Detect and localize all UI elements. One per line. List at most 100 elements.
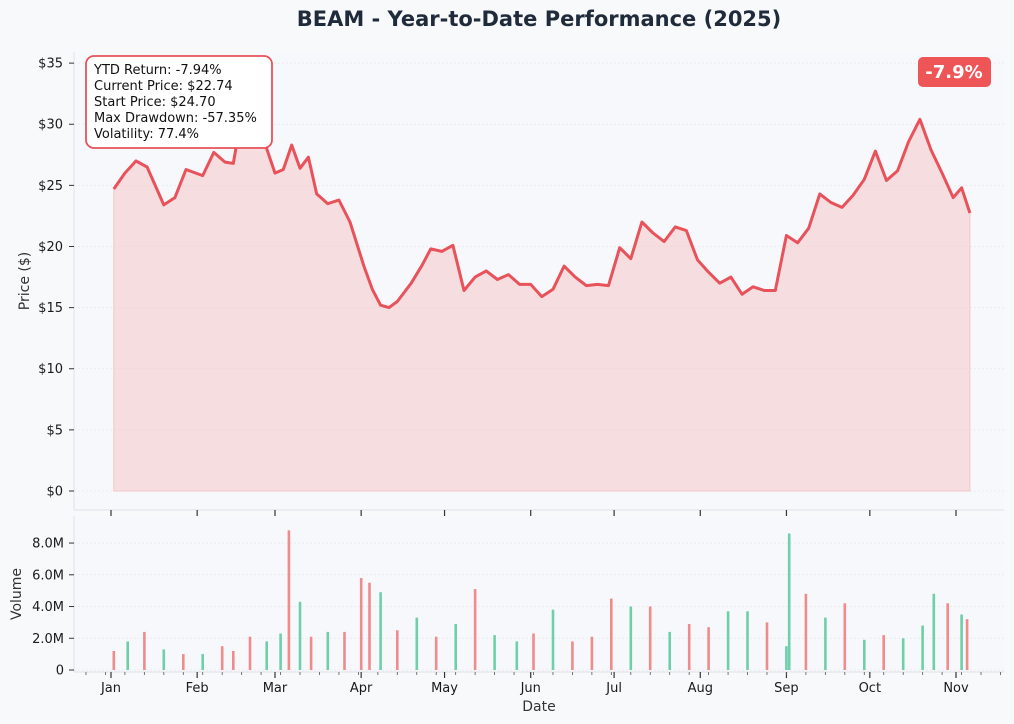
x-tick-label: Aug [688,681,713,696]
return-badge-text: -7.9% [925,62,982,83]
return-badge: -7.9% [918,57,991,87]
volume-bar [343,631,346,670]
price-y-tick-label: $15 [38,301,63,316]
volume-bar [532,633,535,670]
volume-bar [162,649,166,670]
volume-bar [765,622,769,670]
volume-bar [287,530,291,670]
x-tick-label: Jan [100,681,121,696]
volume-bar [265,641,268,670]
volume-bar [965,619,969,670]
volume-bar [143,631,146,670]
volume-bar [610,598,613,670]
x-tick-label: Mar [263,681,288,696]
volume-panel: 0 2.0M 4.0M 6.0M 8.0M Jan Feb Mar Apr May Jun Jul A… [9,510,1004,715]
volume-y-tick-label: 6.0M [32,568,64,583]
volume-bar [220,646,224,670]
x-axis-label: Date [522,699,555,715]
price-y-tick-label: $5 [46,423,63,438]
price-x-tick-marks [110,510,957,516]
volume-bar [901,638,905,670]
volume-bar [707,627,710,670]
volume-bar [434,636,438,670]
stats-volatility: Volatility: 77.4% [94,127,199,142]
price-panel: $0 $5 $10 $15 $20 $25 $30 $35 Price ($) YTD Ret… [17,52,1004,511]
volume-bar [359,578,363,670]
volume-bar [629,606,633,670]
volume-bar [368,582,371,670]
volume-y-tick-label: 2.0M [32,632,64,647]
volume-bar [590,636,594,670]
volume-y-tick-label: 8.0M [32,537,64,552]
stats-box-frame [85,55,273,149]
volume-bar [493,635,496,670]
volume-bar [396,630,399,670]
stats-max-drawdown: Max Drawdown: -57.35% [94,111,257,126]
x-tick-label: Jul [605,681,622,696]
volume-bar [232,651,235,670]
volume-bar [201,654,204,670]
price-y-tick-label: $10 [38,362,63,377]
volume-x-ticks: Jan Feb Mar Apr May Jun Jul Aug Sep Oct Nov [85,672,1001,696]
x-tick-label: May [431,681,458,696]
stats-ytd-return: YTD Return: -7.94% [93,63,222,78]
volume-bar [960,614,963,670]
x-tick-label: Nov [943,681,969,696]
volume-bar [182,654,185,670]
price-line [112,75,972,310]
volume-bar [932,593,936,670]
x-tick-label: Oct [859,681,881,696]
volume-grid [74,542,1004,671]
volume-bar [279,633,282,670]
volume-bar [126,641,129,670]
volume-bar [326,631,330,670]
volume-bar [668,631,671,670]
volume-bars [112,530,969,670]
volume-bar [726,611,730,670]
volume-bar [921,625,924,670]
stats-current-price: Current Price: $22.74 [94,79,233,94]
price-y-tick-label: $25 [38,179,63,194]
stats-start-price: Start Price: $24.70 [94,95,216,110]
volume-bar [112,651,116,670]
price-y-tick-label: $20 [38,240,63,255]
volume-bar [843,603,847,670]
volume-bar [746,611,749,670]
price-y-tick-label: $0 [46,485,63,500]
volume-bar [309,636,313,670]
price-y-tick-label: $35 [38,57,63,72]
volume-bar [454,624,457,670]
volume-bar [415,617,419,670]
volume-bar [824,617,827,670]
volume-bar [687,624,691,670]
return-badge-bg [918,57,991,87]
volume-bar [515,641,519,670]
volume-bar [648,606,652,670]
volume-bar [571,641,574,670]
volume-bar [379,592,382,670]
price-y-ticks: $0 $5 $10 $15 $20 $25 $30 $35 [38,57,74,500]
x-tick-label: Sep [774,681,799,696]
chart-title: BEAM - Year-to-Date Performance (2025) [297,7,782,31]
volume-y-ticks: 0 2.0M 4.0M 6.0M 8.0M [32,537,74,679]
volume-bar [882,635,885,670]
volume-bar [787,533,791,670]
price-y-axis-label: Price ($) [17,252,33,310]
volume-plot-bg [74,516,1004,672]
volume-bar [298,601,302,670]
volume-bar [551,609,555,670]
volume-bar [863,639,866,670]
volume-bar [946,603,949,670]
x-tick-label: Apr [350,681,373,696]
price-y-tick-label: $30 [38,118,63,133]
x-tick-label: Jun [520,681,541,696]
volume-bar [248,636,252,670]
volume-y-tick-label: 0 [56,664,64,679]
volume-y-axis-label: Volume [9,568,25,620]
volume-y-tick-label: 4.0M [32,600,64,615]
x-tick-label: Feb [186,681,209,696]
stats-box: YTD Return: -7.94% Current Price: $22.74… [85,55,273,149]
volume-bar [804,593,808,670]
